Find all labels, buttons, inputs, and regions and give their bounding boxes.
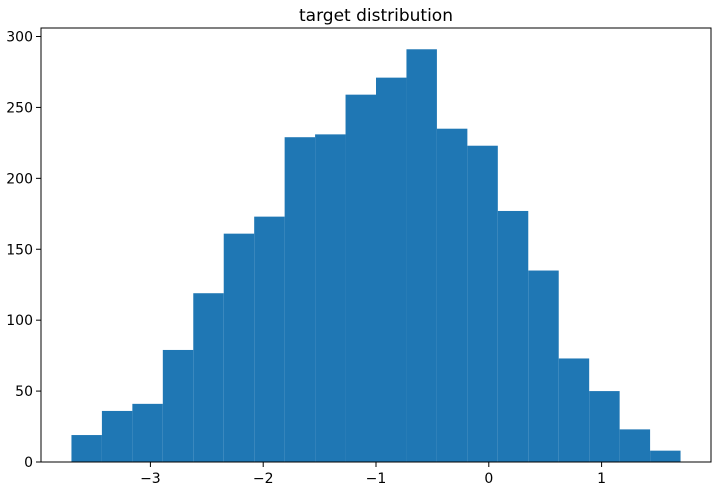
x-tick-label: 1: [597, 471, 606, 487]
histogram-bar: [132, 403, 163, 462]
bars-group: [71, 49, 681, 463]
y-tick-label: 250: [6, 100, 33, 116]
histogram-bar: [589, 391, 620, 462]
y-tick-label: 200: [6, 171, 33, 187]
histogram-bar: [436, 128, 468, 462]
chart-title: target distribution: [299, 6, 453, 26]
histogram-bar: [650, 450, 681, 462]
histogram-bar: [193, 293, 224, 462]
histogram-bar: [497, 210, 529, 462]
x-tick-label: −2: [253, 471, 274, 487]
histogram-bar: [467, 145, 498, 463]
x-tick-label: −1: [366, 471, 387, 487]
y-tick-label: 150: [6, 242, 33, 258]
histogram-bar: [619, 429, 651, 462]
y-tick-label: 0: [24, 455, 33, 471]
histogram-bar: [254, 216, 285, 462]
histogram-bar: [162, 349, 194, 462]
x-axis-ticks: −3 −2 −1 0 1: [140, 462, 606, 487]
histogram-bar: [71, 435, 102, 462]
y-tick-label: 100: [6, 313, 33, 329]
x-tick-label: 0: [484, 471, 493, 487]
histogram-bar: [528, 270, 559, 462]
x-tick-label: −3: [140, 471, 161, 487]
y-tick-label: 300: [6, 30, 33, 46]
histogram-bar: [101, 410, 133, 462]
histogram-bar: [345, 94, 376, 463]
histogram-bar: [315, 134, 346, 462]
plot-frame: [40, 27, 712, 463]
histogram-bar: [284, 137, 316, 462]
histogram-bar: [558, 358, 590, 462]
histogram-bar: [406, 49, 437, 463]
histogram-bar: [223, 233, 255, 462]
y-tick-label: 50: [15, 384, 33, 400]
y-axis-ticks: 0 50 100 150 200 250 300: [6, 30, 41, 471]
histogram-bar: [376, 77, 407, 462]
